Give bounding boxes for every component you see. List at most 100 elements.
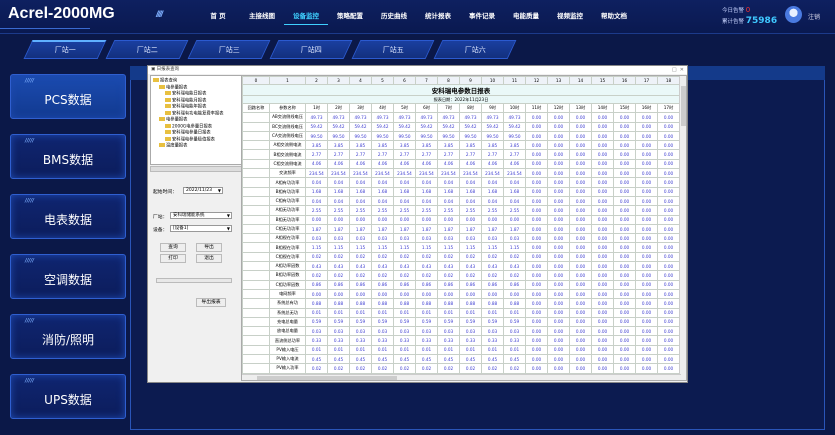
value-cell: 1.68 — [503, 186, 526, 197]
column-index-cell: 14 — [569, 76, 592, 85]
value-cell: 0.00 — [613, 149, 636, 160]
column-index-cell: 13 — [547, 76, 570, 85]
station-tab[interactable]: 厂站一 — [23, 40, 107, 59]
sidebar-button[interactable]: ///// 空调数据 — [10, 254, 126, 299]
report-title-row: 安科瑞电参数日报表 — [242, 84, 680, 96]
value-cell: 0.00 — [613, 168, 636, 179]
exit-button[interactable]: 退出 — [196, 254, 222, 263]
value-cell: 0.00 — [635, 307, 658, 318]
station-tab[interactable]: 厂站二 — [105, 40, 189, 59]
station-tab[interactable]: 厂站五 — [351, 40, 435, 59]
scroll-thumb[interactable] — [257, 376, 397, 380]
value-cell: 0.02 — [305, 270, 328, 281]
vertical-scrollbar[interactable] — [679, 76, 686, 380]
nav-item[interactable]: 设备监控 — [284, 10, 328, 25]
tree-item[interactable]: 报表查询 — [153, 78, 243, 85]
sidebar-button[interactable]: ///// BMS数据 — [10, 134, 126, 179]
loop-name-cell — [242, 140, 270, 151]
window-controls[interactable]: □ ✕ — [671, 67, 684, 73]
sidebar-button[interactable]: ///// PCS数据 — [10, 74, 126, 119]
nav-item[interactable]: 策略配置 — [337, 12, 363, 20]
start-date-picker[interactable]: 2022/11/23 ▼ — [183, 187, 223, 194]
value-cell: 0.02 — [459, 270, 482, 281]
column-header: 参数名称 — [269, 102, 306, 114]
tree-item[interactable]: 安科瑞电能月报表 — [153, 97, 243, 105]
tree-item[interactable]: 安科瑞电能年报表 — [153, 104, 243, 111]
station-tab[interactable]: 厂站四 — [269, 40, 353, 59]
station-tab-label: 厂站二 — [136, 45, 158, 54]
user-avatar[interactable] — [785, 6, 802, 23]
value-cell: 0.00 — [613, 214, 636, 225]
column-index-cell: 17 — [635, 76, 658, 85]
value-cell: 0.00 — [525, 279, 548, 290]
value-cell: 0.02 — [503, 363, 526, 374]
export-button[interactable]: 导出 — [196, 243, 222, 252]
nav-item[interactable]: 帮助文档 — [601, 12, 627, 20]
tree-item[interactable]: 安科瑞电能日报表 — [153, 91, 243, 98]
tree-item[interactable]: 安科瑞有功电能复费率报表 — [153, 110, 243, 118]
tree-item[interactable]: 安科瑞电参量日报表 — [153, 130, 243, 137]
value-cell: 0.00 — [569, 270, 592, 281]
sidebar-button[interactable]: ///// 电表数据 — [10, 194, 126, 239]
value-cell: 0.03 — [393, 233, 416, 244]
value-cell: 0.00 — [525, 298, 548, 309]
value-cell: 0.01 — [503, 344, 526, 356]
column-index-cell: 11 — [503, 76, 526, 85]
value-cell: 0.00 — [547, 140, 570, 151]
device-select[interactable]: [设备1] ▼ — [170, 225, 232, 232]
sidebar-button[interactable]: ///// UPS数据 — [10, 374, 126, 419]
value-cell: 0.00 — [305, 214, 328, 225]
value-cell: 4.06 — [305, 158, 328, 170]
value-cell: 0.33 — [305, 335, 328, 346]
sidebar-button[interactable]: ///// 消防/照明 — [10, 314, 126, 359]
nav-item[interactable]: 事件记录 — [469, 12, 495, 20]
nav-item[interactable]: 统计报表 — [425, 12, 451, 20]
print-button[interactable]: 打印 — [160, 254, 186, 263]
value-cell: 0.45 — [437, 353, 460, 365]
horizontal-scrollbar[interactable] — [242, 374, 681, 380]
tree-item[interactable]: 电参量报表 — [153, 84, 243, 92]
export-report-button[interactable]: 导出报表 — [196, 298, 226, 307]
value-cell: 234.54 — [393, 168, 416, 179]
value-cell: 0.02 — [437, 270, 460, 281]
value-cell: 1.87 — [349, 223, 372, 235]
value-cell: 0.59 — [437, 316, 460, 328]
nav-item[interactable]: 首 页 — [210, 12, 226, 20]
value-cell: 0.00 — [613, 363, 636, 374]
nav-item[interactable]: 视频监控 — [557, 12, 583, 20]
tree-scrollbar[interactable] — [150, 166, 246, 172]
value-cell: 0.59 — [415, 316, 438, 328]
value-cell: 0.00 — [503, 214, 526, 225]
station-tabs: 厂站一 厂站二 厂站三 厂站四 厂站五 厂站六 — [23, 40, 520, 59]
value-cell: 49.73 — [349, 112, 372, 123]
value-cell: 1.15 — [371, 242, 394, 253]
value-cell: 0.45 — [481, 353, 504, 365]
value-cell: 0.00 — [657, 168, 680, 179]
tree-item[interactable]: 2000G电参量日报表 — [153, 123, 243, 131]
nav-item[interactable]: 历史曲线 — [381, 12, 407, 20]
loop-name-cell — [242, 177, 270, 188]
tree-item[interactable]: 温度量报表 — [153, 143, 243, 150]
tree-item[interactable]: 安科瑞电参量极值报表 — [153, 136, 243, 144]
stripe-decoration: ///// — [25, 198, 35, 204]
value-cell: 0.00 — [437, 214, 460, 225]
value-cell: 0.86 — [349, 279, 372, 290]
value-cell: 0.00 — [569, 205, 592, 216]
nav-item[interactable]: 主接线图 — [249, 12, 275, 20]
value-cell: 0.01 — [393, 307, 416, 318]
station-select[interactable]: 安科瑞储能系统 ▼ — [170, 212, 232, 219]
value-cell: 0.00 — [635, 288, 658, 300]
value-cell: 0.00 — [657, 223, 680, 235]
value-cell: 0.04 — [371, 195, 394, 207]
query-button[interactable]: 查询 — [160, 243, 186, 252]
nav-item[interactable]: 电能质量 — [513, 12, 539, 20]
tree-item[interactable]: 电参量报表 — [153, 117, 243, 124]
value-cell: 1.15 — [305, 242, 328, 253]
tree-item-label: 电参量报表 — [166, 85, 188, 90]
station-tab[interactable]: 厂站三 — [187, 40, 271, 59]
logout-link[interactable]: 注销 — [808, 14, 821, 21]
value-cell: 0.04 — [393, 195, 416, 207]
station-tab[interactable]: 厂站六 — [433, 40, 517, 59]
value-cell: 0.43 — [437, 261, 460, 272]
scroll-thumb[interactable] — [681, 86, 686, 126]
